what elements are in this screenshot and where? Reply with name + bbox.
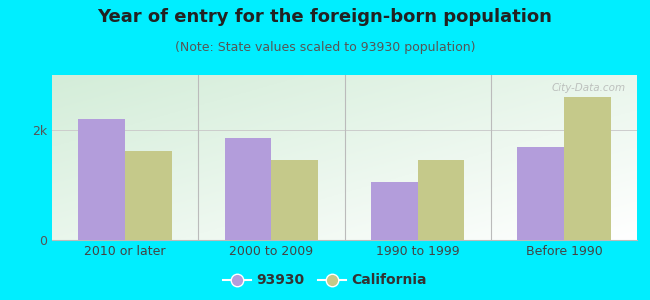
Legend: 93930, California: 93930, California — [217, 268, 433, 293]
Bar — [564, 97, 610, 240]
Bar — [225, 138, 272, 240]
Text: City-Data.com: City-Data.com — [551, 83, 625, 93]
Bar — [272, 160, 318, 240]
Bar — [417, 160, 464, 240]
Text: (Note: State values scaled to 93930 population): (Note: State values scaled to 93930 popu… — [175, 40, 475, 53]
Bar — [125, 151, 172, 240]
Bar — [371, 182, 417, 240]
Text: Year of entry for the foreign-born population: Year of entry for the foreign-born popul… — [98, 8, 552, 26]
Bar — [78, 119, 125, 240]
Bar — [517, 146, 564, 240]
